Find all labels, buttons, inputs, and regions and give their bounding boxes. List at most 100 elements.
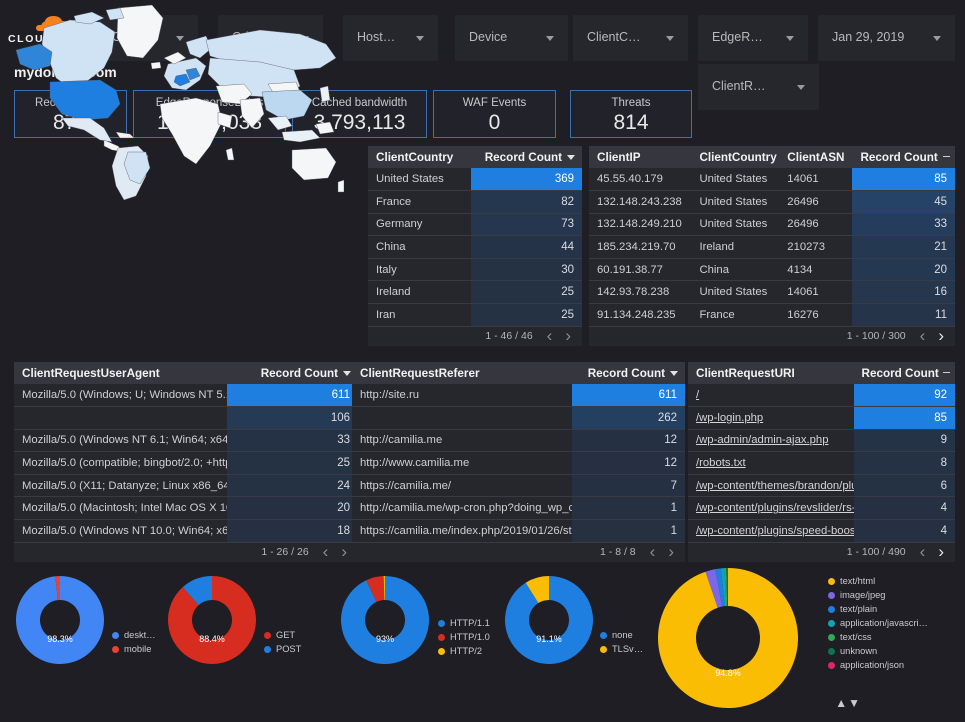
uri-pager[interactable]: 1 - 100 / 490 ‹ › [847,543,949,560]
legend-item[interactable]: text/html [828,574,928,588]
referer-table[interactable]: ClientRequestReferer Record Count http:/… [352,362,685,543]
table-row[interactable]: 106 [14,406,358,430]
kpi-cached-bandwidth[interactable]: Cached bandwidth 3,793,113 [292,90,427,138]
kpi-threats[interactable]: Threats 814 [570,90,692,138]
table-row[interactable]: 60.191.38.77 China 4134 20 [589,258,955,282]
table-row[interactable]: Italy 30 [368,258,582,282]
table-row[interactable]: /wp-content/plugins/revslider/rs-p…4 [688,496,955,521]
table-row[interactable]: Germany 73 [368,213,582,237]
donut-slice[interactable] [55,576,60,601]
table-row[interactable]: Mozilla/5.0 (Windows; U; Windows NT 5.1;… [14,384,358,408]
col-record-count[interactable]: Record Count [571,362,685,384]
col-clientasn[interactable]: ClientASN [779,146,853,168]
col-clientip[interactable]: ClientIP [589,146,692,168]
donut-device-type[interactable]: 98.3% [15,576,104,669]
legend-item[interactable]: text/plain [828,602,928,616]
donut-slice[interactable] [724,568,728,607]
col-useragent[interactable]: ClientRequestUserAgent [14,362,228,384]
col-record-count[interactable]: Record Count [227,362,358,384]
table-row[interactable]: 185.234.219.70 Ireland 210273 21 [589,235,955,259]
donut-slice[interactable] [505,576,593,664]
donut-slice[interactable] [366,576,385,602]
table-row[interactable]: China 44 [368,235,582,259]
referer-pager[interactable]: 1 - 8 / 8 ‹ › [600,543,679,560]
table-row[interactable]: /wp-admin/admin-ajax.php 9 [688,429,955,453]
legend-item[interactable]: text/css [828,630,928,644]
legend-item[interactable]: HTTP/1.0 [438,630,490,644]
legend-item[interactable]: GET [264,628,301,642]
donut-slice[interactable] [658,568,798,708]
legend-item[interactable]: mobile [112,642,156,656]
table-row[interactable]: http://www.camilia.me 12 [352,451,685,475]
legend-item[interactable]: POST [264,642,301,656]
table-row[interactable]: Mozilla/5.0 (Windows NT 10.0; Win64; x64… [14,519,358,543]
prev-page-icon[interactable]: ‹ [649,542,656,561]
prev-page-icon[interactable]: ‹ [919,326,926,345]
donut-slice[interactable] [720,568,727,607]
table-row[interactable]: France 82 [368,190,582,214]
col-record-count[interactable]: Record Count [470,146,582,168]
donut-slice[interactable] [168,576,256,664]
clientip-pager[interactable]: 1 - 100 / 300 ‹ › [847,327,949,344]
donut-slice[interactable] [15,576,104,664]
prev-page-icon[interactable]: ‹ [322,542,329,561]
legend-item[interactable]: application/javascri… [828,616,928,630]
table-row[interactable]: http://site.ru 611 [352,384,685,408]
useragent-pager[interactable]: 1 - 26 / 26 ‹ › [261,543,352,560]
donut-slice[interactable] [525,576,549,604]
col-clientcountry[interactable]: ClientCountry [691,146,780,168]
table-row[interactable]: 132.148.243.238 United States 26496 45 [589,190,955,214]
table-row[interactable]: Ireland 25 [368,280,582,305]
legend-item[interactable]: HTTP/2 [438,644,490,658]
filter-edgeresponse[interactable]: EdgeR… [698,15,808,61]
donut-http-method[interactable]: 88.4% [168,576,256,669]
sort-arrows[interactable]: ▲▼ [835,696,861,710]
next-page-icon[interactable]: › [938,326,944,345]
legend-item[interactable]: application/json [828,658,928,672]
table-row[interactable]: /wp-content/plugins/speed-booste…4 [688,519,955,543]
useragent-table[interactable]: ClientRequestUserAgent Record Count Mozi… [14,362,358,543]
legend-item[interactable]: TLSv… [600,642,643,656]
donut-tls-version[interactable]: 91.1% [505,576,593,669]
table-row[interactable]: 91.134.248.235 France 16276 11 [589,303,955,327]
donut-slice[interactable] [182,576,212,606]
table-row[interactable]: 262 [352,406,685,430]
uri-table[interactable]: ClientRequestURI Record Count /92/wp-log… [688,362,955,543]
table-row[interactable]: 45.55.40.179 United States 14061 85 [589,168,955,192]
filter-date-range[interactable]: Jan 29, 2019 [818,15,955,61]
legend-item[interactable]: image/jpeg [828,588,928,602]
table-row[interactable]: /wp-content/themes/brandon/plu… 6 [688,474,955,498]
col-uri[interactable]: ClientRequestURI [688,362,854,384]
kpi-waf-events[interactable]: WAF Events 0 [433,90,556,138]
clientcountry-table[interactable]: ClientCountry Record Count United States… [368,146,582,327]
table-row[interactable]: 132.148.249.210 United States 26496 33 [589,213,955,237]
legend-item[interactable]: none [600,628,643,642]
filter-device[interactable]: Device [455,15,568,61]
clientcountry-pager[interactable]: 1 - 46 / 46 ‹ › [485,327,576,344]
legend-item[interactable]: unknown [828,644,928,658]
table-row[interactable]: /robots.txt 8 [688,451,955,475]
world-map-panel[interactable]: 1 369 [0,0,344,718]
legend-item[interactable]: HTTP/1.1 [438,616,490,630]
donut-slice[interactable] [705,569,723,608]
table-row[interactable]: https://camilia.me/index.php/2019/01/26/… [352,519,685,543]
table-row[interactable]: Mozilla/5.0 (compatible; bingbot/2.0; +h… [14,451,358,475]
donut-slice[interactable] [715,568,725,607]
table-row[interactable]: http://camilia.me/wp-cron.php?doing_wp_c… [352,496,685,521]
table-row[interactable]: /92 [688,384,955,408]
table-row[interactable]: Mozilla/5.0 (Macintosh; Intel Mac OS X 1… [14,496,358,521]
col-clientcountry[interactable]: ClientCountry [368,146,471,168]
col-referer[interactable]: ClientRequestReferer [352,362,572,384]
next-page-icon[interactable]: › [668,542,674,561]
col-record-count[interactable]: Record Count [853,362,955,384]
filter-clientcountry[interactable]: ClientC… [573,15,688,61]
table-row[interactable]: http://camilia.me 12 [352,429,685,453]
donut-content-type[interactable]: 94.8% [658,568,798,713]
filter-clientrequest[interactable]: ClientR… [698,64,819,110]
table-row[interactable]: /wp-login.php 85 [688,406,955,430]
next-page-icon[interactable]: › [565,326,571,345]
table-row[interactable]: Mozilla/5.0 (X11; Datanyze; Linux x86_64… [14,474,358,498]
next-page-icon[interactable]: › [938,542,944,561]
donut-slice[interactable] [726,568,728,607]
col-record-count[interactable]: Record Count [852,146,955,168]
